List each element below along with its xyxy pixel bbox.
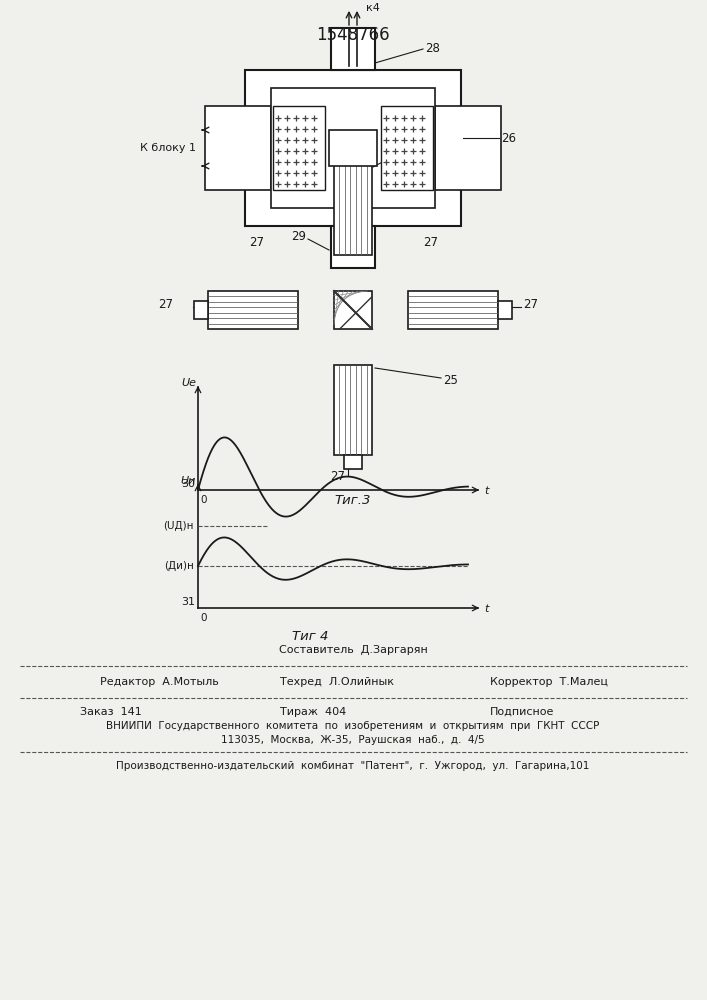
Bar xyxy=(344,151,362,165)
Bar xyxy=(208,291,298,329)
Text: 26: 26 xyxy=(501,131,516,144)
Bar xyxy=(205,106,271,190)
Bar xyxy=(329,130,377,166)
Bar xyxy=(408,291,498,329)
Bar xyxy=(331,28,375,70)
Bar xyxy=(498,301,512,319)
Text: ВНИИПИ  Государственного  комитета  по  изобретениям  и  открытиям  при  ГКНТ  С: ВНИИПИ Государственного комитета по изоб… xyxy=(106,721,600,731)
Text: 28: 28 xyxy=(346,241,361,254)
Text: t: t xyxy=(484,604,489,614)
Text: 27: 27 xyxy=(523,298,538,312)
Text: 28: 28 xyxy=(425,41,440,54)
Bar xyxy=(194,301,208,319)
Text: 29: 29 xyxy=(291,231,306,243)
Text: Τиг 4: Τиг 4 xyxy=(292,630,328,643)
Bar xyxy=(344,455,362,469)
Text: 113035,  Москва,  Ж-35,  Раушская  наб.,  д.  4/5: 113035, Москва, Ж-35, Раушская наб., д. … xyxy=(221,735,485,745)
Text: 27: 27 xyxy=(250,236,264,249)
Bar xyxy=(273,106,325,190)
Text: 27: 27 xyxy=(413,138,428,151)
Text: 27: 27 xyxy=(158,298,173,312)
Text: Uе: Uе xyxy=(181,378,196,388)
Text: Редактор  А.Мотыль: Редактор А.Мотыль xyxy=(100,677,218,687)
Text: 12: 12 xyxy=(345,141,361,154)
Text: К блоку 1: К блоку 1 xyxy=(140,143,196,153)
Text: t: t xyxy=(484,486,489,496)
Bar xyxy=(271,88,435,208)
Text: 27: 27 xyxy=(423,236,438,249)
Bar xyxy=(381,106,433,190)
Text: Производственно-издательский  комбинат  "Патент",  г.  Ужгород,  ул.  Гагарина,1: Производственно-издательский комбинат "П… xyxy=(117,761,590,771)
Text: 31: 31 xyxy=(181,597,195,607)
Text: 30: 30 xyxy=(181,479,195,489)
Text: Uи: Uи xyxy=(180,476,196,486)
Bar xyxy=(331,226,375,268)
Text: Корректор  Т.Малец: Корректор Т.Малец xyxy=(490,677,608,687)
Bar xyxy=(334,165,372,255)
Text: Подписное: Подписное xyxy=(490,707,554,717)
Bar xyxy=(245,70,461,226)
Text: Составитель  Д.Заргарян: Составитель Д.Заргарян xyxy=(279,645,427,655)
Text: Τиг.3: Τиг.3 xyxy=(335,493,371,506)
Text: 1548766: 1548766 xyxy=(316,26,390,44)
Bar xyxy=(435,106,501,190)
Bar xyxy=(334,365,372,455)
Text: (Ди)н: (Ди)н xyxy=(164,561,194,571)
Text: Техред  Л.Олийнык: Техред Л.Олийнык xyxy=(280,677,394,687)
Text: (UД)н: (UД)н xyxy=(163,521,194,531)
Text: к4: к4 xyxy=(366,3,380,13)
Text: 27: 27 xyxy=(330,471,346,484)
Text: Заказ  141: Заказ 141 xyxy=(80,707,141,717)
Text: 0: 0 xyxy=(200,613,206,623)
Text: Тираж  404: Тираж 404 xyxy=(280,707,346,717)
Text: 25: 25 xyxy=(443,373,458,386)
Text: 0: 0 xyxy=(200,495,206,505)
Bar xyxy=(334,291,372,329)
